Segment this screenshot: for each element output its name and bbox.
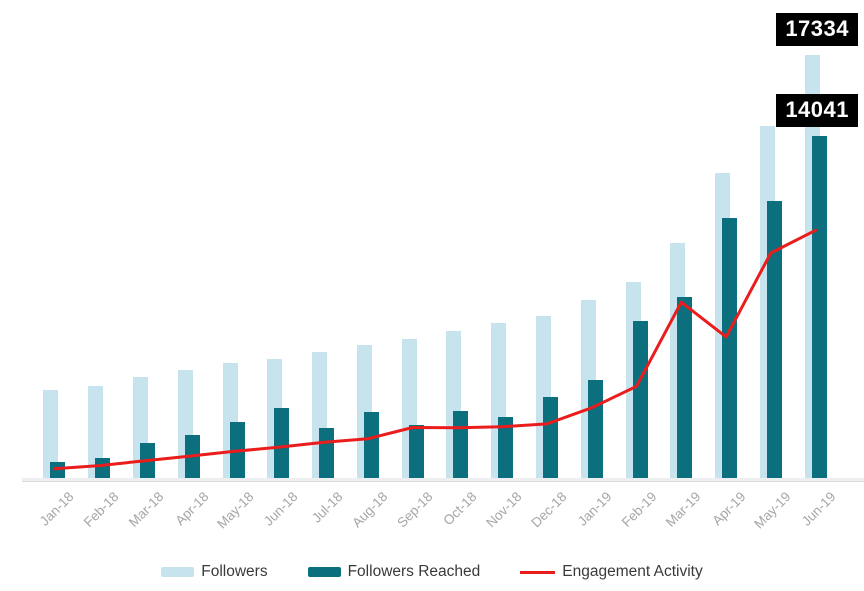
legend-item-engagement-activity[interactable]: Engagement Activity — [520, 563, 703, 581]
bar-followers-reached-Jun-18[interactable] — [274, 407, 290, 478]
bar-followers-reached-Feb-19[interactable] — [632, 321, 648, 478]
x-tick-Jul-18: Jul-18 — [309, 489, 346, 526]
followers-swatch — [161, 567, 195, 577]
bar-followers-reached-Aug-18[interactable] — [363, 412, 379, 478]
bar-followers-reached-Sep-18[interactable] — [408, 425, 424, 478]
x-tick-Mar-18: Mar-18 — [125, 489, 167, 530]
data-label-followers-reached: 14041 — [776, 93, 858, 127]
x-tick-Apr-19: Apr-19 — [709, 489, 749, 529]
legend: Followers Followers Reached Engagement A… — [0, 563, 864, 581]
x-tick-Dec-18: Dec-18 — [528, 489, 570, 531]
bar-followers-reached-Jul-18[interactable] — [319, 427, 335, 478]
legend-label-followers: Followers — [201, 563, 268, 580]
data-label-followers: 17334 — [776, 13, 858, 47]
legend-item-followers[interactable]: Followers — [161, 563, 268, 581]
legend-label-engagement-activity: Engagement Activity — [562, 563, 703, 580]
bar-followers-reached-Jun-19[interactable] — [811, 135, 827, 478]
bar-followers-reached-Mar-19[interactable] — [677, 297, 693, 478]
bar-followers-reached-Dec-18[interactable] — [542, 397, 558, 478]
bar-followers-reached-Apr-19[interactable] — [722, 217, 738, 478]
x-axis-line — [22, 478, 864, 482]
followers-reached-swatch — [307, 567, 341, 577]
bar-followers-reached-Oct-18[interactable] — [453, 411, 469, 478]
bar-followers-reached-May-18[interactable] — [229, 422, 245, 478]
bar-followers-reached-Apr-18[interactable] — [184, 435, 200, 478]
bar-followers-reached-May-19[interactable] — [766, 200, 782, 478]
bar-followers-reached-Mar-18[interactable] — [139, 443, 155, 478]
engagement-activity-line — [52, 228, 818, 471]
bar-followers-reached-Feb-18[interactable] — [95, 457, 111, 478]
engagement-activity-swatch — [520, 570, 556, 574]
bar-followers-reached-Nov-18[interactable] — [498, 417, 514, 478]
legend-label-followers-reached: Followers Reached — [347, 563, 481, 580]
bar-followers-reached-Jan-19[interactable] — [587, 380, 603, 478]
bar-followers-reached-Jan-18[interactable] — [50, 461, 66, 478]
legend-item-followers-reached[interactable]: Followers Reached — [307, 563, 481, 581]
